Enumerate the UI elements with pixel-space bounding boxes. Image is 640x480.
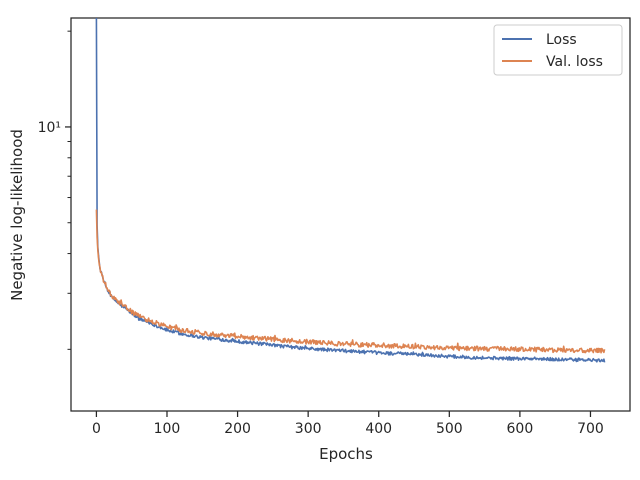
x-tick-label: 200 [224, 421, 251, 437]
x-axis-label: Epochs [319, 445, 373, 463]
y-axis-label: Negative log-likelihood [8, 129, 26, 301]
x-tick-label: 0 [92, 421, 101, 437]
series-line-loss [95, 17, 606, 363]
y-axis-ticks: 10¹ [38, 30, 71, 350]
series-layer [95, 17, 606, 363]
x-tick-label: 100 [154, 421, 181, 437]
x-axis-ticks: 0 100 200 300 400 500 600 700 [92, 411, 604, 437]
legend-label-val-loss: Val. loss [546, 54, 603, 70]
x-tick-label: 400 [365, 421, 392, 437]
x-tick-label: 700 [577, 421, 604, 437]
series-line-val-loss [95, 209, 606, 354]
x-tick-label: 300 [295, 421, 322, 437]
y-tick-label: 10¹ [38, 120, 61, 136]
x-tick-label: 600 [507, 421, 534, 437]
legend: Loss Val. loss [493, 24, 623, 76]
legend-label-loss: Loss [546, 32, 577, 48]
legend-box [493, 24, 623, 76]
x-tick-label: 500 [436, 421, 463, 437]
